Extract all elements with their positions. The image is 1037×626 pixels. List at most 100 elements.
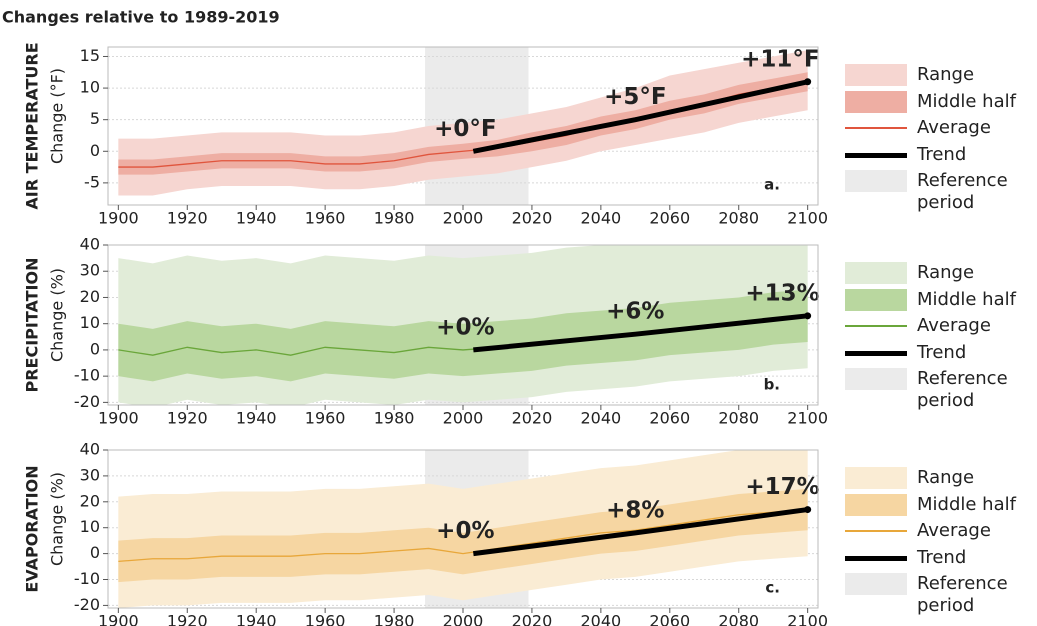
legend-label: Range: [917, 64, 975, 85]
legend-item: Range: [845, 467, 1035, 494]
x-tick-label: 2100: [787, 409, 828, 428]
legend-swatch: [845, 64, 907, 86]
y-tick-label: 40: [80, 235, 100, 254]
x-tick-label: 2000: [443, 209, 484, 228]
x-tick-label: 1960: [305, 209, 346, 228]
plot: [108, 245, 818, 405]
trend-label: +17%: [745, 474, 819, 500]
legend-swatch: [845, 467, 907, 489]
trend-end: [804, 506, 812, 514]
panel-label: b.: [764, 376, 780, 394]
x-tick-label: 2080: [718, 409, 759, 428]
legend-swatch: [845, 288, 907, 311]
legend: Range Middle half Average Trend Reference pe…: [845, 467, 1035, 616]
legend-label: Trend: [917, 341, 967, 363]
trend-line: [472, 79, 809, 154]
y-tick-label: 30: [80, 261, 100, 280]
legend-label: Trend: [917, 546, 967, 568]
trend-end: [804, 78, 812, 86]
trend-end: [804, 312, 812, 320]
page-title: Changes relative to 1989-2019: [2, 8, 280, 27]
legend-label: Reference period: [917, 573, 1008, 616]
legend-swatch: [845, 262, 907, 284]
trend-label: +0°F: [434, 116, 497, 142]
x-tick-label: 2040: [581, 612, 622, 626]
legend-line: [845, 127, 907, 129]
y-tick-label: -10: [74, 569, 100, 588]
legend: Range Middle half Average Trend Reference pe…: [845, 64, 1035, 213]
x-tick-label: 1900: [98, 209, 139, 228]
x-tick-label: 1940: [236, 612, 277, 626]
average-line: [118, 508, 808, 563]
legend-label: Middle half: [917, 493, 1016, 515]
trend-line: [473, 313, 808, 353]
x-tick-label: 1940: [236, 209, 277, 228]
y-tick-label: -20: [74, 392, 100, 411]
legend-item: Middle half: [845, 493, 1035, 521]
x-tick-label: 1980: [374, 209, 415, 228]
x-tick-label: 2000: [443, 409, 484, 428]
legend-item: Reference period: [845, 170, 1035, 213]
legend-label: Range: [917, 262, 975, 283]
x-tick-label: 1960: [305, 612, 346, 626]
legend-swatch: [845, 117, 907, 139]
legend-item: Average: [845, 520, 1035, 547]
legend-swatch: [845, 170, 907, 192]
row-label: AIR TEMPERATURE: [23, 42, 42, 209]
y-tick-label: 20: [80, 287, 100, 306]
legend-label: Reference period: [917, 368, 1008, 411]
x-tick-label: 2000: [443, 612, 484, 626]
legend-swatch: [845, 573, 907, 595]
legend-label: Middle half: [917, 90, 1016, 112]
x-tick-label: 2040: [581, 209, 622, 228]
x-tick-label: 2060: [649, 612, 690, 626]
legend-swatch: [845, 90, 907, 113]
legend-item: Trend: [845, 342, 1035, 369]
y-tick-label: 40: [80, 440, 100, 459]
trend-line: [473, 507, 808, 557]
x-tick-label: 2060: [649, 409, 690, 428]
legend-label: Middle half: [917, 288, 1016, 310]
y-tick-label: 30: [80, 465, 100, 484]
legend-item: Middle half: [845, 90, 1035, 118]
legend-swatch: [845, 520, 907, 542]
legend-line: [845, 555, 907, 561]
y-tick-label: 10: [80, 313, 100, 332]
y-tick-label: 10: [80, 78, 100, 97]
x-tick-label: 1900: [98, 409, 139, 428]
trend-label: +5°F: [604, 84, 667, 110]
x-tick-label: 1920: [167, 409, 208, 428]
y-axis-label: Change (%): [48, 268, 67, 362]
legend: Range Middle half Average Trend Reference pe…: [845, 262, 1035, 411]
plot: [108, 47, 818, 205]
y-tick-label: -5: [84, 172, 100, 191]
legend-swatch: [845, 547, 907, 569]
x-tick-label: 2060: [649, 209, 690, 228]
band: [118, 289, 808, 382]
legend-label: Reference period: [917, 170, 1008, 213]
legend-line: [845, 325, 907, 327]
legend-label: Range: [917, 467, 975, 488]
y-tick-label: 0: [90, 543, 100, 562]
legend-swatch: [845, 144, 907, 166]
trend-label: +0%: [436, 518, 494, 544]
x-tick-label: 2040: [581, 409, 622, 428]
trend-label: +8%: [606, 497, 664, 523]
legend-swatch: [845, 493, 907, 516]
panel-label: a.: [764, 176, 780, 194]
legend-item: Average: [845, 315, 1035, 342]
x-tick-label: 1940: [236, 409, 277, 428]
legend-item: Reference period: [845, 368, 1035, 411]
y-tick-label: 0: [90, 141, 100, 160]
x-tick-label: 1920: [167, 209, 208, 228]
x-tick-label: 2100: [787, 612, 828, 626]
y-tick-label: 10: [80, 517, 100, 536]
x-tick-label: 2020: [512, 209, 553, 228]
trend-label: +13%: [745, 280, 819, 306]
y-tick-label: 20: [80, 491, 100, 510]
x-tick-label: 1980: [374, 612, 415, 626]
legend-line: [845, 152, 907, 158]
y-axis-label: Change (%): [48, 472, 67, 566]
y-axis-label: Change (°F): [48, 68, 67, 164]
